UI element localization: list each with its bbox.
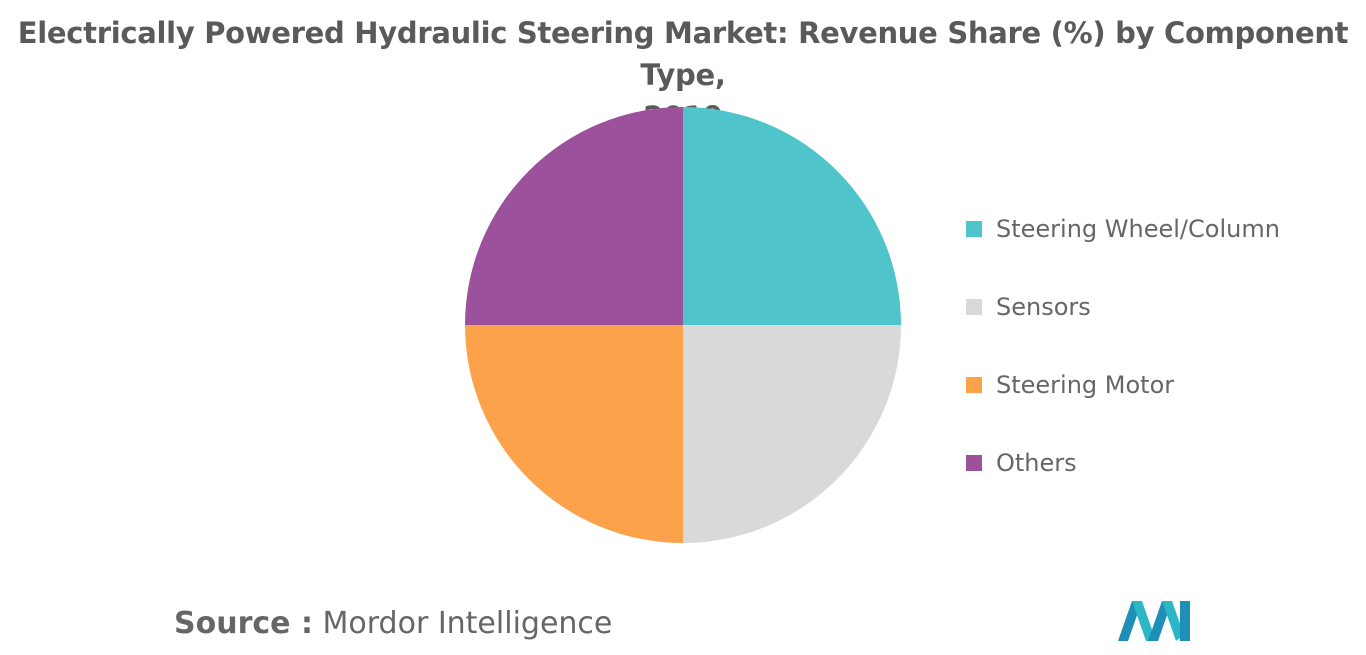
legend-swatch (966, 299, 982, 315)
chart-title: Electrically Powered Hydraulic Steering … (0, 12, 1366, 138)
legend-label: Others (996, 449, 1077, 477)
legend-swatch (966, 221, 982, 237)
legend-item-steering-wheel-column: Steering Wheel/Column (966, 190, 1280, 268)
legend-item-others: Others (966, 424, 1280, 502)
legend-swatch (966, 455, 982, 471)
legend-label: Steering Motor (996, 371, 1175, 399)
legend-swatch (966, 377, 982, 393)
legend-item-sensors: Sensors (966, 268, 1280, 346)
pie-slice-steering-wheel-column (683, 107, 901, 325)
pie-slice-steering-motor (465, 325, 683, 543)
chart-legend: Steering Wheel/Column Sensors Steering Mot… (966, 190, 1280, 502)
source-value: Mordor Intelligence (322, 606, 613, 641)
pie-slices (465, 107, 901, 543)
pie-slice-sensors (683, 325, 901, 543)
pie-slice-others (465, 107, 683, 325)
legend-item-steering-motor: Steering Motor (966, 346, 1280, 424)
legend-label: Steering Wheel/Column (996, 215, 1280, 243)
legend-label: Sensors (996, 293, 1091, 321)
source-note: Source : Mordor Intelligence (174, 606, 612, 641)
source-key: Source : (174, 606, 313, 641)
mordor-intelligence-logo-icon (1118, 601, 1190, 641)
chart-title-line-1: Electrically Powered Hydraulic Steering … (17, 16, 1349, 92)
